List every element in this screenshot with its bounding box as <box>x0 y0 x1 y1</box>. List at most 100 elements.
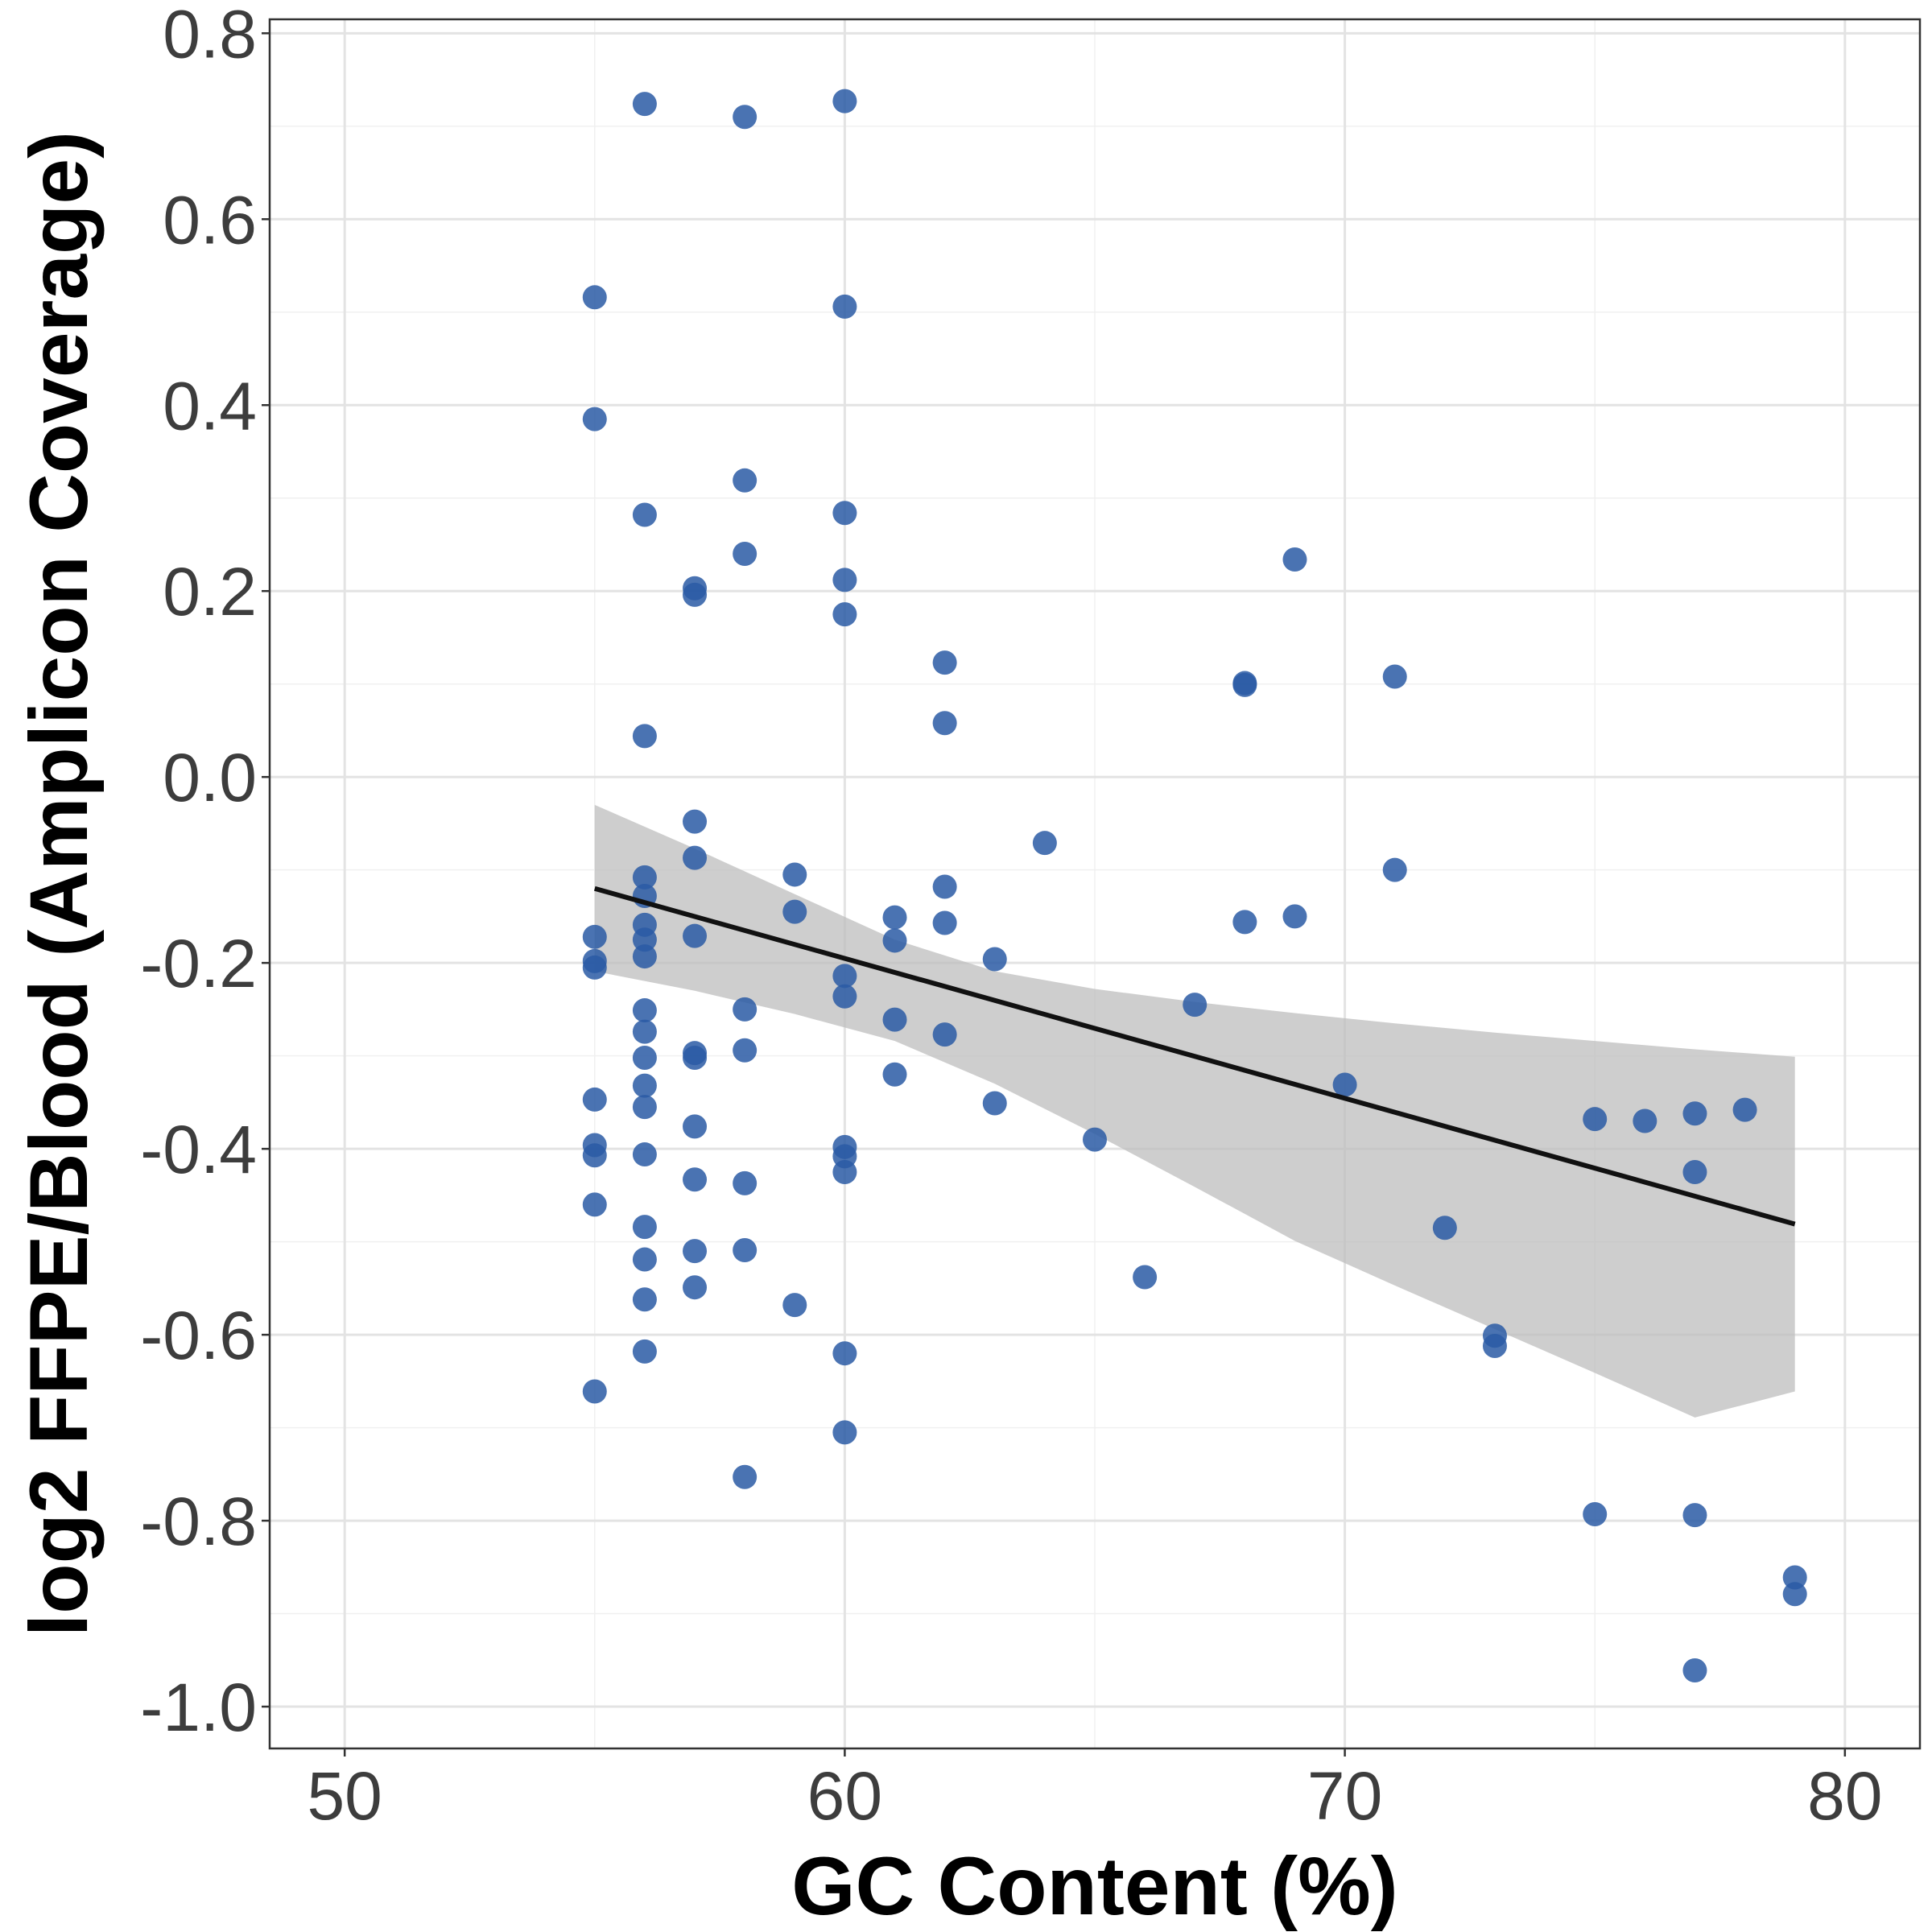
x-tick-label: 80 <box>1807 1758 1882 1834</box>
data-point <box>632 1019 657 1044</box>
data-point <box>632 1215 657 1240</box>
y-tick-label: -0.6 <box>140 1298 257 1373</box>
data-point <box>632 1287 657 1312</box>
data-point <box>733 997 758 1022</box>
data-point <box>1183 993 1208 1018</box>
data-point <box>1682 1503 1707 1528</box>
points-layer <box>582 89 1807 1682</box>
data-point <box>582 924 607 949</box>
data-point <box>1732 1097 1757 1122</box>
data-point <box>882 928 907 953</box>
data-point <box>683 1239 708 1264</box>
y-tick-label: -0.8 <box>140 1484 257 1559</box>
data-point <box>1583 1107 1608 1132</box>
data-point <box>782 862 807 887</box>
data-point <box>1232 910 1257 935</box>
data-point <box>582 1087 607 1112</box>
data-point <box>1332 1072 1357 1097</box>
trend-line <box>593 886 1796 1227</box>
y-tick-labels: -1.0 -0.8 -0.6 -0.4 -0.2 0.0 0.2 0.4 0.6 0.8 <box>140 0 270 1745</box>
y-tick-label: 0.0 <box>163 740 257 815</box>
data-point <box>582 1143 607 1168</box>
data-point <box>1782 1582 1807 1607</box>
plot-border <box>268 18 1922 1750</box>
data-point <box>1682 1160 1707 1184</box>
data-point <box>683 923 708 948</box>
data-point <box>683 1275 708 1300</box>
data-point <box>632 92 657 117</box>
data-point <box>1782 1565 1807 1590</box>
y-tick-label: 0.2 <box>163 554 257 630</box>
data-point <box>1133 1265 1158 1290</box>
data-point <box>832 964 857 989</box>
data-point <box>683 1167 708 1192</box>
confidence-band <box>594 804 1795 1418</box>
data-point <box>832 1341 857 1366</box>
data-point <box>632 944 657 969</box>
y-tick-label: 0.8 <box>163 0 257 72</box>
data-point <box>1032 831 1057 856</box>
data-point <box>733 1170 758 1195</box>
data-point <box>882 1007 907 1032</box>
data-point <box>1232 672 1257 697</box>
data-point <box>1583 1501 1608 1526</box>
x-axis-title: GC Content (%) <box>791 1840 1398 1932</box>
data-point <box>982 1091 1007 1116</box>
data-point <box>582 407 607 431</box>
y-tick-label: 0.6 <box>163 182 257 258</box>
data-point <box>733 542 758 567</box>
x-tick-label: 60 <box>807 1758 882 1834</box>
data-point <box>1482 1333 1507 1358</box>
data-point <box>683 1114 708 1139</box>
data-point <box>832 1160 857 1184</box>
data-point <box>632 724 657 749</box>
data-point <box>582 955 607 980</box>
x-tick-label: 70 <box>1307 1758 1382 1834</box>
data-point <box>832 568 857 592</box>
data-point <box>632 1339 657 1364</box>
y-axis-title: log2 FFPE/Blood (Amplicon Coverage) <box>13 131 105 1637</box>
confidence-band-layer <box>594 804 1795 1418</box>
y-tick-label: -1.0 <box>140 1670 257 1745</box>
data-point <box>632 1247 657 1272</box>
data-point <box>632 1142 657 1167</box>
data-point <box>733 468 758 493</box>
y-tick-label: -0.4 <box>140 1112 257 1187</box>
data-point <box>1682 1101 1707 1126</box>
data-point <box>683 582 708 607</box>
data-point <box>733 1464 758 1489</box>
data-point <box>782 899 807 924</box>
data-point <box>832 1420 857 1445</box>
data-point <box>683 809 708 834</box>
data-point <box>632 998 657 1023</box>
data-point <box>632 1045 657 1070</box>
data-point <box>1282 547 1307 572</box>
data-point <box>1682 1657 1707 1682</box>
data-point <box>683 845 708 870</box>
data-point <box>1382 664 1407 689</box>
data-point <box>932 1022 957 1047</box>
data-point <box>832 501 857 526</box>
data-point <box>733 105 758 130</box>
data-point <box>733 1038 758 1063</box>
data-point <box>832 984 857 1009</box>
data-point <box>632 865 657 890</box>
trend-line-layer <box>593 886 1796 1227</box>
data-point <box>632 927 657 952</box>
y-tick-label: -0.2 <box>140 926 257 1001</box>
data-point <box>632 502 657 527</box>
data-point <box>782 1293 807 1318</box>
data-point <box>582 1192 607 1217</box>
x-tick-label: 50 <box>307 1758 382 1834</box>
data-point <box>982 947 1007 972</box>
data-point <box>932 874 957 899</box>
y-tick-label: 0.4 <box>163 368 257 444</box>
data-point <box>932 711 957 736</box>
data-point <box>832 602 857 627</box>
data-point <box>1282 904 1307 929</box>
data-point <box>882 1062 907 1087</box>
data-point <box>932 650 957 675</box>
data-point <box>632 1073 657 1098</box>
